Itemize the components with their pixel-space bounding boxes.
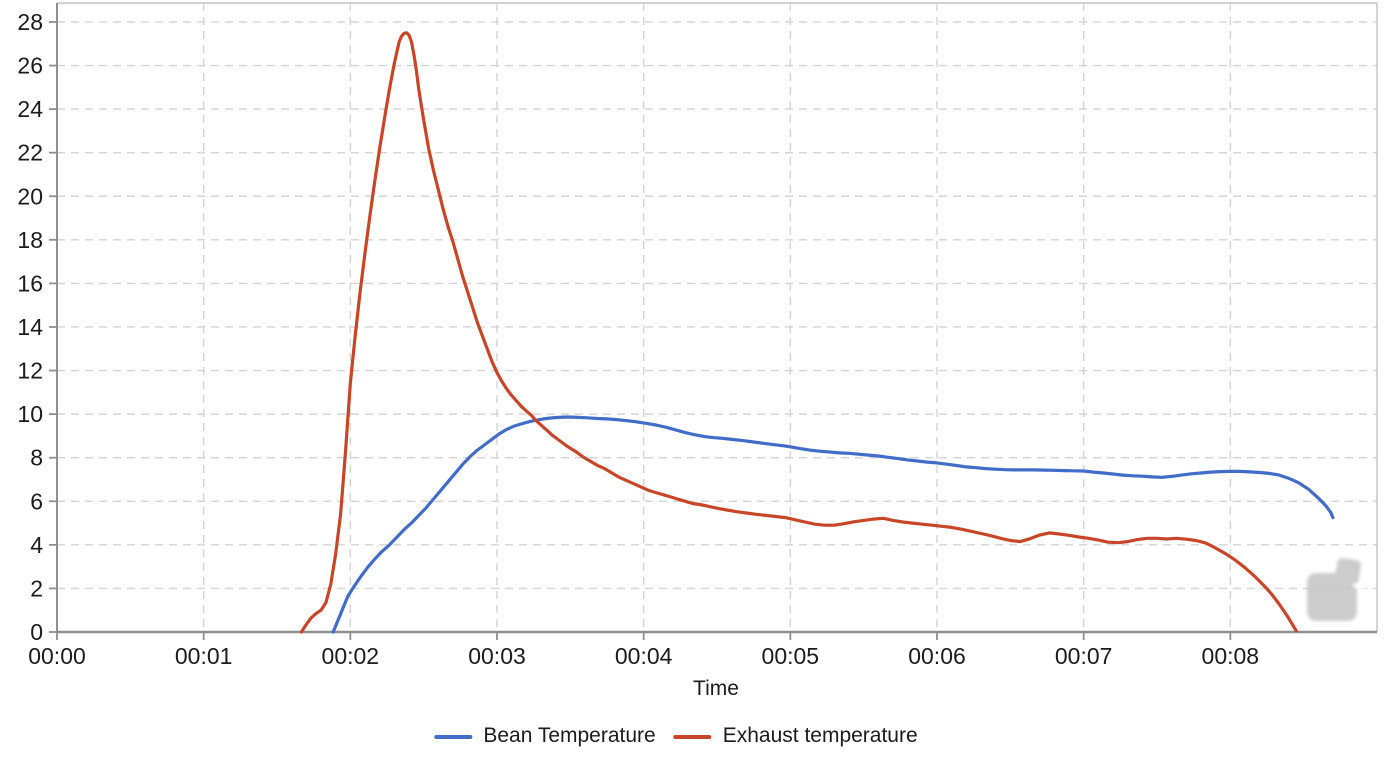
y-tick-label: 12: [17, 358, 43, 384]
y-tick-label: 26: [17, 53, 43, 79]
axis-ticks: [49, 21, 1232, 640]
y-tick-label: 16: [17, 270, 43, 296]
x-axis-title: Time: [693, 677, 739, 700]
y-tick-label: 0: [30, 619, 43, 645]
y-tick-label: 8: [30, 445, 43, 471]
x-tick-label: 00:08: [1202, 643, 1260, 669]
y-tick-label: 14: [17, 314, 43, 340]
exhaust-temperature-line: [299, 31, 1298, 634]
y-tick-label: 20: [17, 183, 43, 209]
legend-label-exhaust-temperature: Exhaust temperature: [722, 724, 918, 747]
y-tick-label: 18: [17, 227, 43, 253]
x-tick-label: 00:05: [762, 643, 820, 669]
x-tick-label: 00:00: [28, 643, 86, 669]
x-tick-label: 00:04: [615, 643, 673, 669]
legend-item-exhaust-temperature[interactable]: Exhaust temperature: [673, 724, 918, 748]
y-tick-label: 22: [17, 140, 43, 166]
x-tick-label: 00:01: [175, 643, 233, 669]
y-tick-label: 24: [17, 96, 43, 122]
exhaust-temperature-line-swatch-icon: [673, 735, 712, 739]
x-tick-label: 00:07: [1055, 643, 1113, 669]
x-tick-label: 00:02: [322, 643, 380, 669]
y-tick-label: 28: [17, 9, 43, 35]
y-tick-label: 10: [17, 401, 43, 427]
legend-label-bean-temperature: Bean Temperature: [483, 724, 656, 747]
y-tick-label: 4: [30, 532, 43, 558]
roasting-app-logo-watermark-icon: [1307, 552, 1369, 621]
gridlines: [57, 3, 1377, 632]
bean-temperature-line-swatch-icon: [434, 735, 473, 739]
x-tick-label: 00:06: [908, 643, 966, 669]
chart-legend: Bean Temperature Exhaust temperature: [434, 724, 918, 748]
plot-border: [57, 2, 1378, 632]
bean-temperature-line: [331, 415, 1335, 634]
y-tick-label: 2: [30, 575, 43, 601]
y-tick-label: 6: [30, 488, 43, 514]
legend-item-bean-temperature[interactable]: Bean Temperature: [434, 724, 656, 748]
x-tick-label: 00:03: [468, 643, 526, 669]
